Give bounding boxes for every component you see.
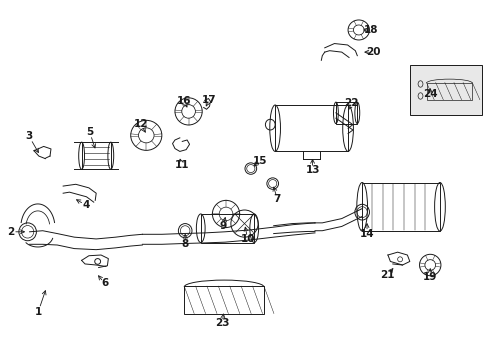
Text: 11: 11 <box>175 160 189 170</box>
Text: 3: 3 <box>25 131 33 141</box>
Bar <box>362 183 439 231</box>
Text: 6: 6 <box>101 279 108 288</box>
Text: 12: 12 <box>133 119 148 129</box>
Text: 20: 20 <box>365 47 380 57</box>
Bar <box>275 105 347 152</box>
Text: 13: 13 <box>305 165 319 175</box>
Text: 21: 21 <box>379 270 394 280</box>
Text: 15: 15 <box>252 156 266 166</box>
Text: 7: 7 <box>273 194 281 204</box>
Text: 18: 18 <box>364 25 378 35</box>
Text: 5: 5 <box>86 127 93 137</box>
Text: 17: 17 <box>202 95 216 105</box>
Text: 14: 14 <box>359 229 374 239</box>
Text: 22: 22 <box>344 98 358 108</box>
Text: 19: 19 <box>422 271 437 282</box>
Text: 24: 24 <box>422 89 437 99</box>
Bar <box>201 214 254 243</box>
Text: 23: 23 <box>214 318 229 328</box>
Bar <box>409 65 481 115</box>
Text: 2: 2 <box>7 227 14 237</box>
Text: 9: 9 <box>220 221 226 231</box>
Text: 16: 16 <box>176 96 191 106</box>
Text: 4: 4 <box>82 200 89 210</box>
Text: 8: 8 <box>181 239 188 249</box>
Bar <box>335 102 357 123</box>
Bar <box>426 82 471 100</box>
Bar <box>184 286 264 314</box>
Text: 10: 10 <box>240 234 255 244</box>
Text: 1: 1 <box>34 307 41 317</box>
